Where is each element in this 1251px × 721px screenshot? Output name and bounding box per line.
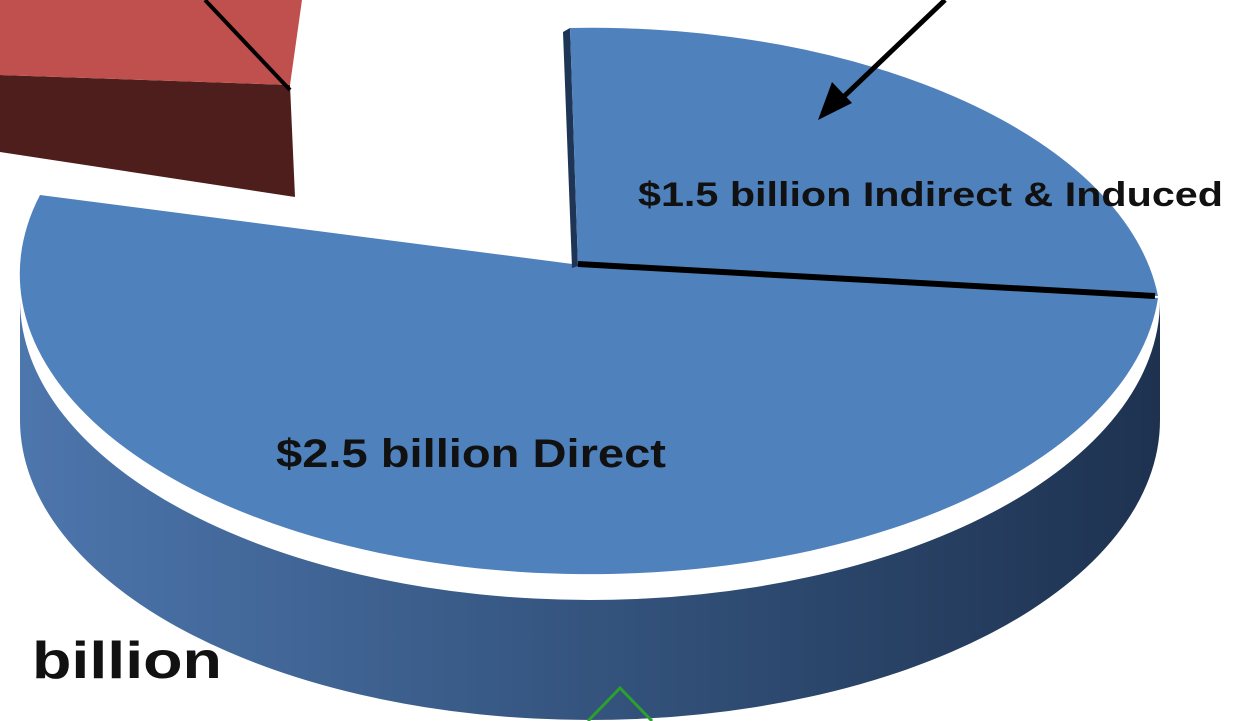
red-slice-side: [0, 75, 295, 197]
slice-edge: [577, 261, 1156, 299]
direct-slice-top: [19, 195, 1159, 575]
direct-label: $2.5 billion Direct: [276, 432, 666, 476]
marker: [586, 685, 654, 721]
indirect-slice-side: [563, 28, 578, 268]
arrow-head: [818, 82, 852, 120]
leader-line: [203, 0, 292, 92]
indirect-label: $1.5 billion Indirect & Induced: [638, 176, 1223, 214]
indirect-slice-top: [570, 27, 1158, 297]
red-slice-top: [0, 0, 302, 85]
arrow-shaft: [833, 0, 947, 107]
fragment-label: billion: [32, 632, 222, 690]
direct-slice-side: [20, 300, 1160, 720]
